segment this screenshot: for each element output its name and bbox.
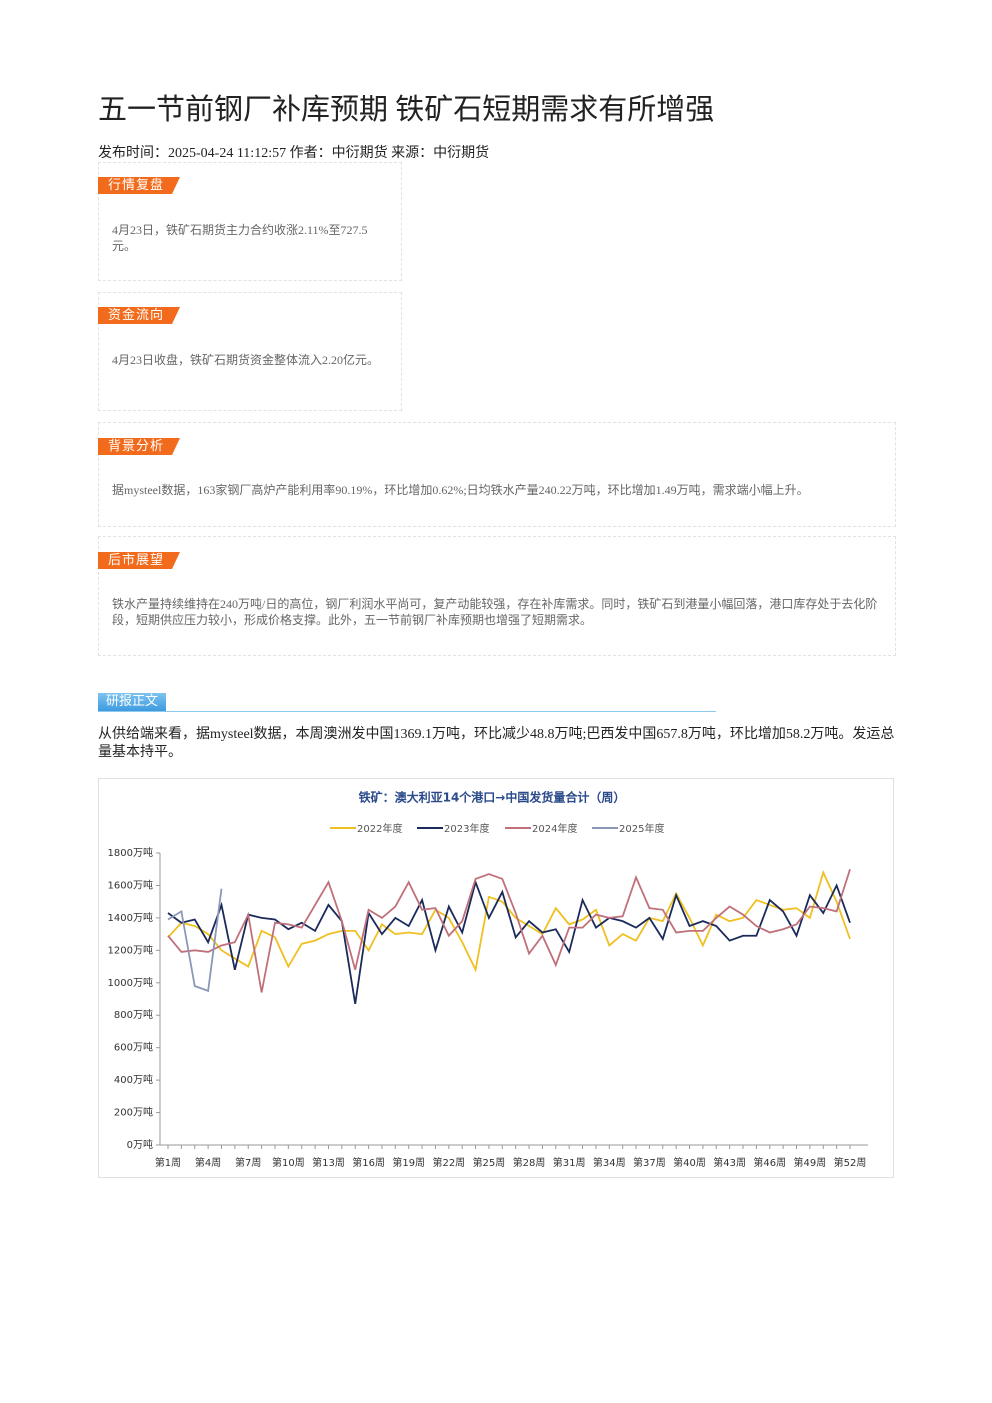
chart: 铁矿：澳大利亚14个港口→中国发货量合计（周） 0万吨 200万吨 400万吨 600… [98, 778, 894, 1178]
y-tick-label: 1600万吨 [108, 878, 153, 891]
y-tick-label: 1000万吨 [108, 976, 153, 989]
section-text: 铁水产量持续维持在240万吨/日的高位，钢厂利润水平尚可，复产动能较强，存在补库… [112, 597, 878, 627]
y-tick-label: 200万吨 [114, 1106, 153, 1119]
section-box [98, 162, 402, 281]
chart-frame [98, 778, 894, 1178]
x-tick-label: 第10周 [272, 1156, 305, 1169]
article-meta: 发布时间：2025-04-24 11:12:57 作者：中衍期货 来源：中衍期货 [98, 146, 490, 161]
section-box [98, 536, 896, 656]
x-tick-label: 第43周 [713, 1156, 746, 1169]
x-tick-label: 第28周 [513, 1156, 546, 1169]
x-tick-label: 第16周 [352, 1156, 385, 1169]
x-tick-label: 第19周 [392, 1156, 425, 1169]
section-tag: 行情复盘 [98, 177, 180, 194]
section-box [98, 292, 402, 411]
x-tick-label: 第52周 [834, 1156, 867, 1169]
x-tick-label: 第37周 [633, 1156, 666, 1169]
y-tick-label: 1800万吨 [108, 846, 153, 859]
x-tick-label: 第4周 [195, 1156, 221, 1169]
y-tick-label: 600万吨 [114, 1041, 153, 1054]
y-tick-label: 1200万吨 [108, 943, 153, 956]
legend-label: 2025年度 [619, 822, 664, 835]
article-title: 五一节前钢厂补库预期 铁矿石短期需求有所增强 [98, 94, 715, 126]
series-line [167, 869, 851, 973]
x-tick-label: 第7周 [235, 1156, 261, 1169]
x-tick-label: 第34周 [593, 1156, 626, 1169]
x-tick-label: 第40周 [673, 1156, 706, 1169]
x-tick-label: 第49周 [794, 1156, 827, 1169]
divider [98, 711, 716, 712]
section-box [98, 422, 896, 527]
legend-label: 2023年度 [444, 822, 489, 835]
section-tag: 资金流向 [98, 307, 180, 324]
y-tick-label: 0万吨 [127, 1138, 153, 1151]
report-text: 从供给端来看，据mysteel数据，本周澳洲发中国1369.1万吨，环比减少48… [98, 727, 895, 760]
section-text: 4月23日，铁矿石期货主力合约收涨2.11%至727.5元。 [112, 223, 368, 253]
x-tick-label: 第25周 [473, 1156, 506, 1169]
legend-label: 2024年度 [532, 822, 577, 835]
y-tick-label: 800万吨 [114, 1008, 153, 1021]
y-tick-label: 400万吨 [114, 1073, 153, 1086]
section-tag: 背景分析 [98, 438, 180, 455]
legend-label: 2022年度 [357, 822, 402, 835]
section-text: 4月23日收盘，铁矿石期货资金整体流入2.20亿元。 [112, 353, 380, 367]
section-tag: 后市展望 [98, 552, 180, 569]
x-tick-label: 第1周 [155, 1156, 181, 1169]
x-tick-label: 第22周 [432, 1156, 465, 1169]
chart-title: 铁矿：澳大利亚14个港口→中国发货量合计（周） [359, 790, 626, 805]
x-tick-label: 第46周 [753, 1156, 786, 1169]
section-text: 据mysteel数据，163家钢厂高炉产能利用率90.19%，环比增加0.62%… [112, 483, 809, 497]
y-tick-label: 1400万吨 [108, 911, 153, 924]
series-line [167, 868, 851, 993]
report-tag: 研报正文 [98, 693, 167, 711]
x-tick-label: 第31周 [553, 1156, 586, 1169]
series-line [167, 888, 223, 993]
x-tick-label: 第13周 [312, 1156, 345, 1169]
